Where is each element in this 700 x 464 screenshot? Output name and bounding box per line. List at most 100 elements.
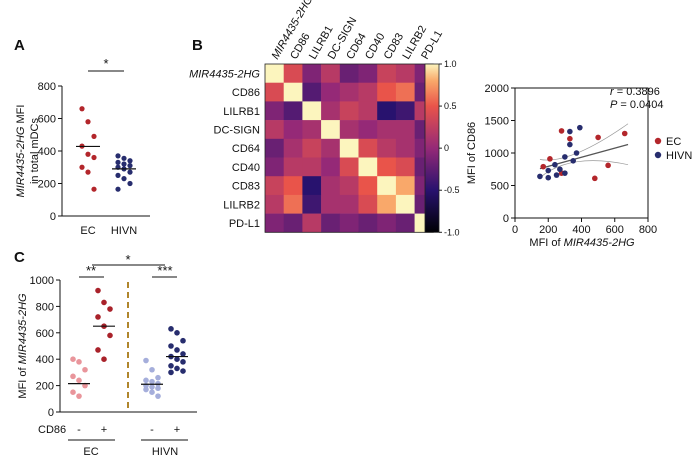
heatmap-cell: [358, 194, 378, 214]
bs-y-tick-label: 0: [503, 213, 509, 225]
c-point: [76, 377, 82, 384]
heatmap-cell: [339, 82, 359, 102]
a-y-tick-label: 600: [38, 114, 56, 126]
a-y-label-italic: MIR4435-2HG: [15, 126, 27, 197]
c-point: [168, 326, 174, 332]
a-point: [115, 159, 121, 165]
bs-point: [567, 135, 573, 142]
colorbar-tick-label: -1.0: [444, 227, 460, 237]
c-y-tick-label: 400: [36, 354, 54, 366]
bs-point: [557, 166, 563, 173]
c-point: [168, 343, 174, 349]
c-point: [107, 332, 113, 339]
a-point: [121, 176, 127, 182]
c-point: [149, 389, 155, 396]
heatmap-cell: [395, 213, 415, 233]
heatmap-cell: [321, 64, 341, 83]
bs-r-value: r = 0.3896: [610, 86, 660, 98]
heatmap-cell: [339, 101, 359, 121]
heatmap-cell: [377, 82, 397, 102]
heatmap-cell: [358, 64, 378, 83]
heatmap-cell: [283, 82, 303, 102]
c-point: [174, 330, 180, 336]
heatmap-cell: [302, 213, 322, 233]
a-x-tick-label: EC: [80, 225, 95, 237]
c-point: [174, 365, 180, 372]
heatmap-cell: [283, 64, 303, 83]
c-point: [101, 356, 107, 363]
bs-point: [537, 173, 543, 180]
a-point: [85, 151, 91, 157]
panel-label-a: A: [14, 37, 25, 54]
bs-x-tick-label: 800: [639, 224, 657, 236]
a-y-tick-label: 800: [38, 81, 56, 93]
heatmap-cell: [377, 213, 397, 233]
bs-y-label: MFI of CD86: [466, 122, 478, 184]
heatmap-cell: [302, 157, 322, 177]
a-point: [91, 133, 97, 139]
colorbar: [424, 63, 440, 233]
a-point: [91, 154, 97, 161]
bs-x-label: MFI of MIR4435-2HG: [529, 237, 635, 249]
heatmap-cell: [321, 101, 341, 121]
heatmap-cell: [358, 157, 378, 177]
a-point: [127, 169, 133, 175]
heatmap-cell: [265, 213, 284, 233]
c-cd86-sign: -: [150, 424, 154, 436]
heatmap-cell: [339, 138, 359, 158]
heatmap-row-label: LILRB2: [223, 199, 260, 211]
heatmap-row-label: CD40: [232, 162, 260, 174]
heatmap-cell: [283, 194, 303, 214]
heatmap-cell: [395, 120, 415, 140]
bs-y-tick-label: 1500: [485, 116, 509, 128]
a-point: [127, 180, 133, 187]
bs-point: [540, 163, 547, 170]
colorbar-tick-label: 0.5: [444, 101, 457, 111]
a-point: [115, 172, 121, 178]
a-sig-star: *: [103, 56, 108, 71]
heatmap-cell: [395, 194, 415, 214]
bs-point: [545, 167, 552, 174]
heatmap-cell: [321, 194, 341, 214]
c-point: [155, 374, 161, 381]
heatmap-cell: [395, 157, 415, 177]
c-point: [174, 347, 180, 353]
c-y-tick-label: 600: [36, 328, 54, 340]
heatmap-cell: [302, 138, 322, 158]
a-point: [121, 161, 127, 167]
bs-ci-upper: [539, 123, 629, 161]
heatmap-cell: [265, 176, 284, 196]
bs-p-text: = 0.0404: [617, 99, 663, 111]
bs-ci-lower: [539, 160, 629, 178]
a-x-tick-label: HIVN: [111, 225, 137, 237]
bs-point: [553, 172, 560, 178]
heatmap-cell: [283, 138, 303, 158]
c-sig-star: *: [125, 252, 130, 267]
heatmap-cell: [265, 82, 284, 102]
heatmap-cell: [377, 157, 397, 177]
c-y-tick-label: 200: [36, 381, 54, 393]
heatmap-cell: [321, 213, 341, 233]
c-point: [155, 385, 161, 392]
c-point: [76, 359, 82, 365]
c-point: [70, 373, 76, 380]
c-point: [76, 393, 82, 399]
c-group-label: EC: [83, 446, 98, 458]
heatmap-cell: [265, 120, 284, 140]
c-point: [168, 363, 174, 369]
bs-point: [562, 170, 568, 176]
bs-legend-marker: [654, 137, 662, 145]
heatmap-cell: [265, 101, 284, 121]
a-point: [79, 164, 85, 170]
heatmap-cell: [321, 176, 341, 196]
heatmap-cell: [377, 138, 397, 158]
a-point: [79, 106, 85, 112]
heatmap-cell: [339, 64, 359, 83]
bs-point: [592, 175, 598, 182]
a-point: [91, 186, 97, 192]
c-cd86-sign: +: [101, 424, 107, 436]
c-point: [143, 377, 149, 384]
a-point: [115, 186, 121, 192]
